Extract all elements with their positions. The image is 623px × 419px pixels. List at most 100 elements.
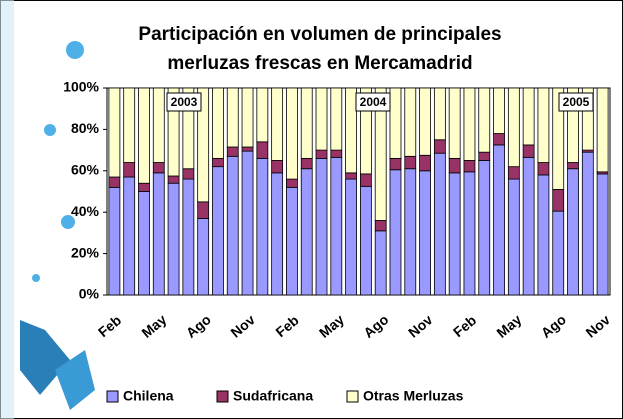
chart-title: Participación en volumen de principales [138, 24, 501, 45]
bar-segment [360, 174, 371, 186]
bar-segment [508, 167, 519, 179]
bar-segment [346, 179, 357, 295]
bar-segment [242, 88, 253, 147]
legend-label: Otras Merluzas [363, 388, 464, 404]
annotation: 2004 [360, 95, 387, 109]
legend-label: Chilena [123, 388, 174, 404]
bar-segment [346, 88, 357, 173]
bar-segment [286, 187, 297, 295]
bar-segment [449, 88, 460, 158]
bar-segment [375, 231, 386, 295]
bar-segment [331, 150, 342, 157]
bar-segment [538, 175, 549, 295]
bar-segment [316, 150, 327, 158]
bar-segment [420, 155, 431, 171]
bar-segment [227, 147, 238, 156]
bar-segment [568, 163, 579, 169]
bar-segment [582, 152, 593, 295]
y-tick-label: 0% [79, 286, 100, 302]
bar-segment [523, 88, 534, 145]
bar-segment [568, 169, 579, 295]
bar-segment [390, 158, 401, 169]
bar-segment [183, 179, 194, 295]
bar-segment [257, 142, 268, 159]
bar-segment [286, 88, 297, 179]
bar-segment [553, 189, 564, 211]
bar-segment [227, 156, 238, 295]
bar-segment [198, 218, 209, 295]
bar-segment [198, 202, 209, 219]
bar-segment [523, 145, 534, 157]
bar-segment [494, 134, 505, 145]
bar-segment [301, 88, 312, 158]
bar-segment [508, 88, 519, 167]
bar-segment [272, 88, 283, 160]
bar-segment [212, 158, 223, 166]
bar-segment [449, 158, 460, 172]
bar-segment [494, 88, 505, 134]
bar-segment [242, 151, 253, 295]
bar-segment [301, 158, 312, 168]
bar-segment [124, 163, 135, 177]
bar-segment [331, 157, 342, 295]
bar-segment [434, 88, 445, 140]
bar-segment [183, 169, 194, 179]
bar-segment [124, 88, 135, 163]
bar-segment [538, 88, 549, 163]
bar-segment [124, 177, 135, 295]
bar-segment [420, 88, 431, 155]
bar-segment [538, 163, 549, 175]
bar-segment [138, 88, 149, 183]
bar-segment [153, 88, 164, 163]
bar-segment [597, 88, 608, 172]
bar-segment [464, 172, 475, 295]
bar-segment [553, 211, 564, 295]
bar-segment [360, 186, 371, 295]
bar-segment [168, 176, 179, 183]
bar-segment [479, 152, 490, 160]
annotation: 2003 [171, 95, 198, 109]
bar-segment [138, 192, 149, 296]
bar-segment [242, 147, 253, 151]
bar-segment [257, 158, 268, 295]
bar-segment [272, 160, 283, 172]
y-tick-label: 100% [63, 79, 99, 95]
bar-segment [523, 157, 534, 295]
annotation: 2005 [563, 95, 590, 109]
legend-swatch [347, 391, 358, 402]
bar-segment [494, 145, 505, 295]
bar-segment [316, 158, 327, 295]
y-tick-label: 20% [71, 244, 100, 260]
bar-segment [390, 88, 401, 158]
bar-segment [449, 173, 460, 295]
bar-segment [301, 169, 312, 295]
bar-segment [212, 167, 223, 295]
bar-segment [508, 179, 519, 295]
bar-segment [257, 88, 268, 142]
bar-segment [272, 173, 283, 295]
bar-segment [405, 169, 416, 295]
legend-swatch [217, 391, 228, 402]
bar-segment [212, 88, 223, 158]
bar-segment [464, 88, 475, 160]
bar-segment [109, 177, 120, 187]
bar-segment [153, 163, 164, 173]
y-tick-label: 80% [71, 120, 100, 136]
plot-area [107, 88, 610, 295]
bar-segment [109, 88, 120, 177]
bar-segment [479, 88, 490, 152]
y-tick-label: 40% [71, 203, 100, 219]
bar-segment [346, 173, 357, 179]
legend-swatch [107, 391, 118, 402]
bar-segment [597, 174, 608, 295]
bar-segment [138, 183, 149, 191]
bar-segment [434, 140, 445, 153]
bar-segment [286, 179, 297, 187]
bar-segment [153, 173, 164, 295]
bar-segment [464, 160, 475, 171]
bar-segment [420, 171, 431, 295]
bar-segment [405, 88, 416, 156]
legend-label: Sudafricana [233, 388, 313, 404]
bar-segment [375, 220, 386, 230]
bar-segment [390, 170, 401, 295]
